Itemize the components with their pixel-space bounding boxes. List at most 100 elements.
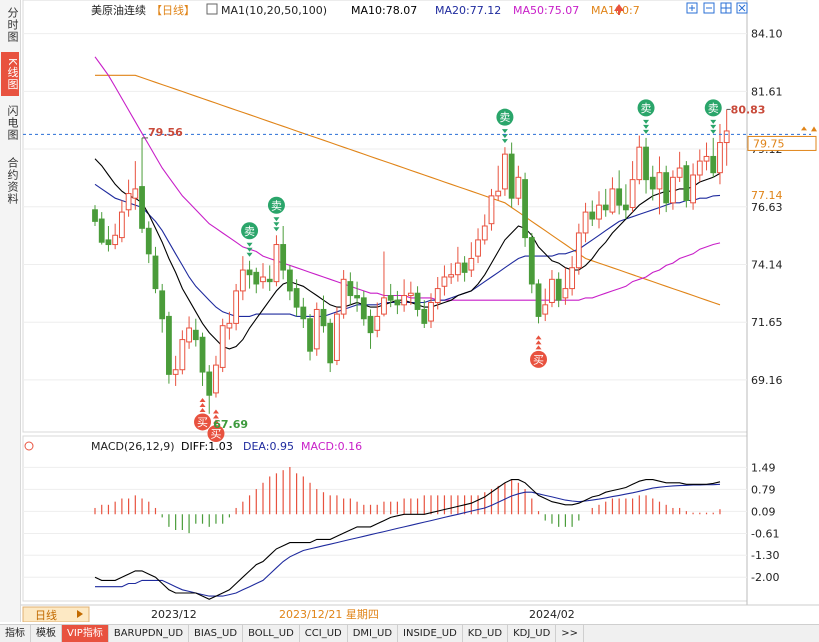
buy-arrow-icon: [212, 419, 219, 424]
candle-up: [219, 325, 226, 368]
restore-icon[interactable]: [703, 2, 715, 14]
sell-label: 卖: [641, 102, 652, 115]
candle-up: [717, 142, 723, 174]
candle-down: [293, 288, 300, 308]
candle-down: [166, 315, 172, 375]
ma100-line: [95, 74, 721, 306]
tab-bias[interactable]: BIAS_UD: [189, 625, 244, 642]
candle-up: [213, 364, 219, 394]
candle-down: [643, 146, 649, 181]
candle-down: [367, 315, 374, 334]
candle-down: [300, 306, 307, 320]
tab-vip-indicators[interactable]: VIP指标: [62, 625, 109, 642]
candle-up: [233, 290, 240, 324]
expand-icon[interactable]: [686, 2, 698, 14]
candle-up: [575, 232, 582, 269]
candle-up: [515, 176, 522, 199]
buy-arrow-icon: [212, 409, 219, 414]
macd-diff: DIFF:1.03: [181, 440, 233, 453]
sell-arrow-icon: [643, 129, 650, 134]
ma50-line: [94, 56, 721, 301]
tab-contract-info[interactable]: 合约资料: [6, 157, 19, 205]
close-icon[interactable]: [736, 2, 748, 14]
tab-dmi[interactable]: DMI_UD: [348, 625, 399, 642]
tab-barupdn[interactable]: BARUPDN_UD: [109, 625, 190, 642]
tab-templates[interactable]: 模板: [31, 625, 62, 642]
candle-up: [569, 267, 576, 290]
candle-up: [374, 315, 381, 331]
candle-up: [434, 288, 441, 304]
sell-arrow-icon: [501, 139, 508, 144]
left-tabs: 分时图 K线图 闪电图 合约资料: [0, 0, 21, 622]
diff-line: [94, 479, 721, 600]
buy-marker: [207, 425, 225, 443]
buy-arrow-icon: [212, 414, 219, 419]
candle-down: [535, 283, 542, 317]
buy-label: 买: [197, 416, 208, 429]
candle-up: [112, 234, 119, 246]
candle-down: [199, 336, 206, 373]
candle-down: [622, 204, 629, 211]
candle-up: [676, 167, 683, 178]
candle-down: [508, 153, 515, 199]
candle-down: [152, 255, 159, 290]
tab-flash[interactable]: 闪电图: [6, 105, 19, 141]
candle-up: [468, 257, 475, 271]
candle-up: [690, 174, 696, 204]
tab-more[interactable]: >>: [556, 625, 585, 642]
tab-inside[interactable]: INSIDE_UD: [398, 625, 463, 642]
window-controls[interactable]: [686, 2, 748, 14]
sell-arrow-icon: [643, 124, 650, 129]
sell-arrow-icon: [643, 119, 650, 124]
tab-cci[interactable]: CCI_UD: [300, 625, 348, 642]
candle-up: [488, 195, 495, 225]
candle-down: [414, 292, 421, 310]
crosshair-date: 2023/12/21 星期四: [279, 608, 379, 621]
price-tick-label: 76.63: [751, 201, 783, 214]
sell-label: 卖: [271, 199, 282, 212]
candle-up: [172, 369, 179, 375]
candle-up: [656, 172, 663, 190]
candle-up: [629, 179, 636, 208]
low-price-label: 67.69: [213, 418, 248, 431]
price-tick-label: 84.10: [751, 28, 783, 41]
tab-boll[interactable]: BOLL_UD: [243, 625, 300, 642]
candle-down: [253, 271, 260, 285]
tab-kdj[interactable]: KDJ_UD: [508, 625, 557, 642]
candle-up: [448, 274, 455, 278]
candle-up: [407, 292, 414, 297]
sell-arrow-icon: [710, 124, 717, 129]
buy-arrow-icon: [535, 345, 542, 350]
candle-down: [360, 297, 367, 320]
tab-kline[interactable]: K线图: [1, 52, 19, 96]
candle-down: [98, 218, 105, 243]
sell-arrow-icon: [273, 222, 280, 227]
buy-arrow-icon: [199, 407, 206, 412]
high-price-label: 79.56: [148, 126, 183, 139]
candle-down: [683, 165, 690, 202]
sell-marker: [637, 99, 655, 117]
dea-line: [95, 483, 721, 597]
last-price-marker: 79.75: [747, 126, 817, 151]
sell-label: 卖: [244, 225, 255, 238]
tab-kd[interactable]: KD_UD: [463, 625, 509, 642]
indicator-icon[interactable]: [206, 3, 218, 15]
play-icon: [77, 610, 83, 618]
settings-icon[interactable]: [24, 441, 34, 451]
date-axis: 日线 2023/12 2023/12/21 星期四 2024/02: [21, 604, 819, 623]
candle-down: [649, 176, 656, 190]
ma-params: MA1(10,20,50,100): [221, 4, 327, 17]
sell-marker: [704, 99, 722, 117]
tab-indicators[interactable]: 指标: [0, 625, 31, 642]
ma20-line: [94, 183, 721, 317]
ma100-axis-value: 77.14: [751, 189, 783, 202]
tab-intraday[interactable]: 分时图: [6, 7, 19, 43]
sell-arrow-icon: [501, 129, 508, 134]
candle-down: [663, 172, 670, 204]
candle-up: [118, 211, 125, 239]
candle-up: [428, 302, 434, 322]
macd-y-axis-labels: 1.49 0.79 0.09 -0.61 -1.30 -2.00: [751, 461, 779, 584]
candle-up: [696, 160, 703, 176]
